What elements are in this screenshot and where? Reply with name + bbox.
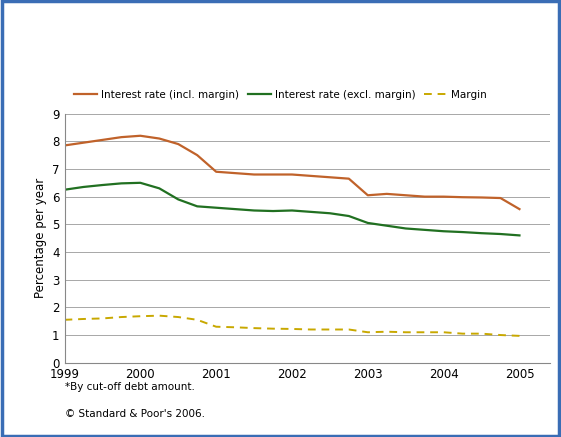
Text: © Standard & Poor's 2006.: © Standard & Poor's 2006.: [65, 409, 205, 419]
Text: Chart 1: Weighted-Average Interest Rate, Interest Rate Before Margin, and Loan: Chart 1: Weighted-Average Interest Rate,…: [14, 15, 551, 28]
Text: Margin*: Margin*: [14, 51, 67, 64]
Y-axis label: Percentage per year: Percentage per year: [34, 178, 47, 298]
Legend: Interest rate (incl. margin), Interest rate (excl. margin), Margin: Interest rate (incl. margin), Interest r…: [70, 86, 491, 104]
Text: *By cut-off debt amount.: *By cut-off debt amount.: [65, 382, 195, 392]
